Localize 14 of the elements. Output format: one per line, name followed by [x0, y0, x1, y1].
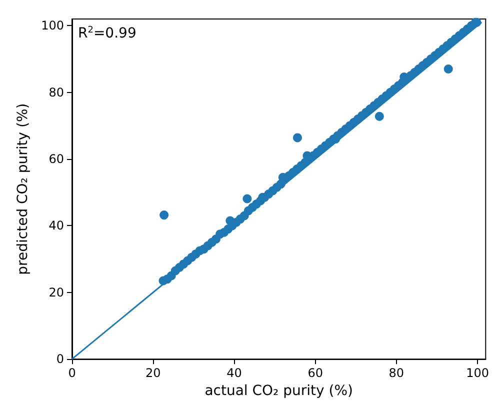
- y-tick-label: 100: [41, 18, 64, 33]
- x-tick-label: 40: [226, 366, 242, 380]
- x-tick-label: 60: [308, 366, 323, 380]
- x-tick-label: 80: [388, 366, 404, 380]
- y-tick-label: 80: [48, 85, 64, 100]
- y-axis-title: predicted CO₂ purity (%): [15, 103, 32, 275]
- y-tick-label: 0: [56, 352, 64, 366]
- x-tick-label: 20: [145, 366, 161, 380]
- x-axis-title: actual CO₂ purity (%): [204, 383, 353, 399]
- x-tick-label: 0: [68, 366, 76, 380]
- x-tick-label: 100: [466, 366, 489, 380]
- y-tick-label: 40: [48, 218, 64, 233]
- y-tick-label: 60: [48, 152, 64, 166]
- y-tick-label: 20: [48, 285, 64, 300]
